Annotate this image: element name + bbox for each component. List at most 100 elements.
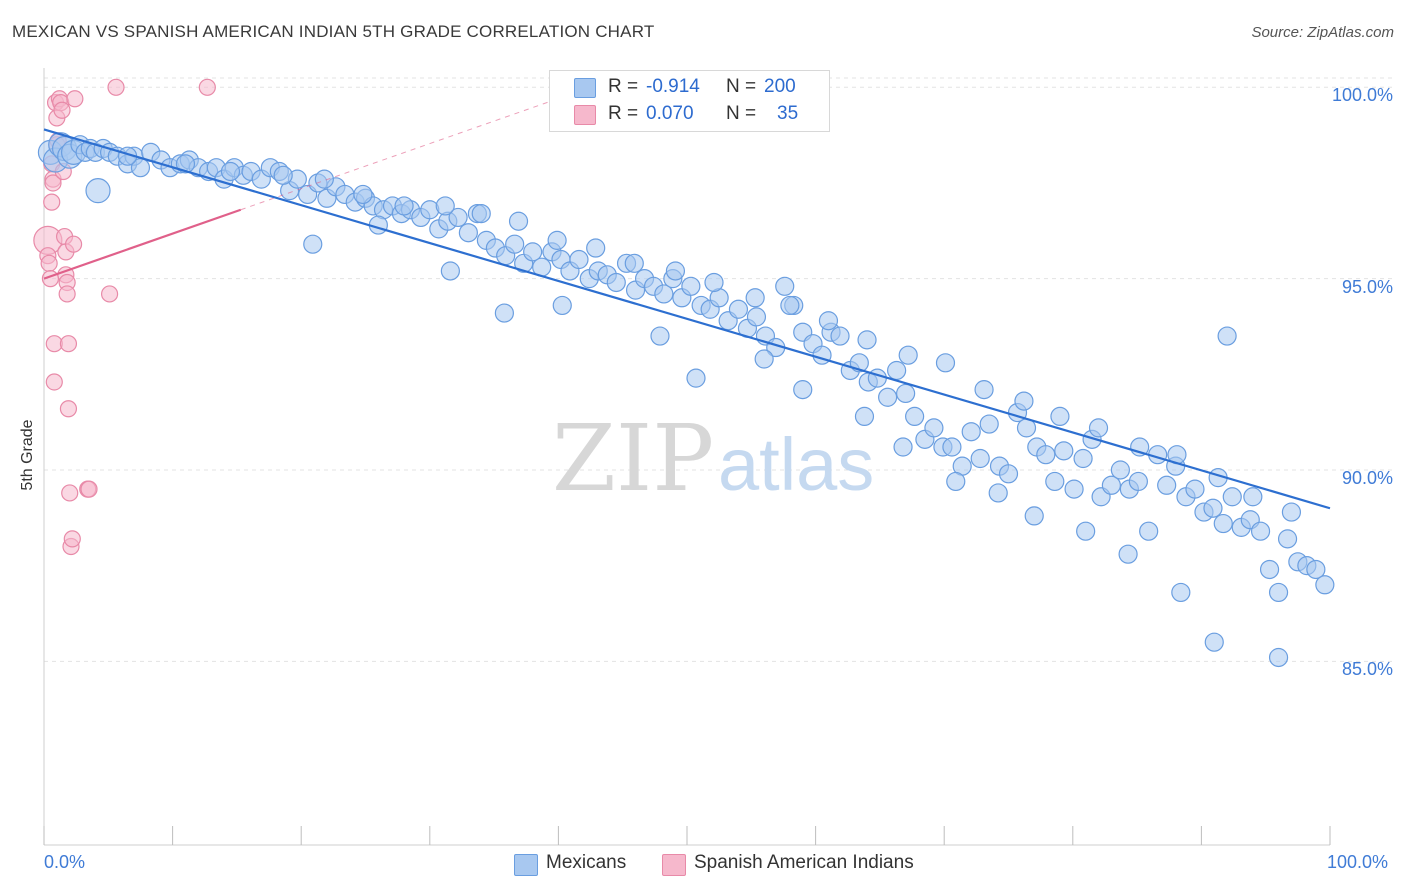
data-point xyxy=(1315,575,1335,595)
correlation-legend: R = -0.914 N = 200 R = 0.070 N = 35 xyxy=(549,70,830,132)
data-point xyxy=(1243,487,1263,507)
data-point xyxy=(1306,559,1326,580)
spanish-legend-swatch xyxy=(662,854,686,876)
axes xyxy=(43,68,1331,846)
data-point xyxy=(935,353,956,373)
data-point xyxy=(686,368,706,388)
data-point xyxy=(728,299,749,319)
data-point xyxy=(1268,582,1289,603)
y-tick-label: 85.0% xyxy=(1341,659,1393,680)
spanish-trend-extension xyxy=(240,98,559,211)
mexicans-legend-label: Mexicans xyxy=(546,852,627,873)
data-point xyxy=(979,414,999,434)
trend-lines xyxy=(43,98,1331,510)
data-point xyxy=(1222,487,1242,507)
data-point xyxy=(1064,479,1084,499)
data-point xyxy=(586,238,606,258)
data-point xyxy=(887,360,907,381)
data-point xyxy=(59,335,78,353)
data-point xyxy=(1139,521,1159,541)
y-tick-label: 100.0% xyxy=(1331,85,1393,106)
data-point xyxy=(552,295,572,316)
r-label: R = xyxy=(608,103,639,124)
data-point xyxy=(58,285,76,303)
data-point xyxy=(175,154,196,174)
data-point xyxy=(547,230,567,250)
data-point xyxy=(896,383,916,404)
data-point xyxy=(435,196,455,216)
data-point xyxy=(970,448,990,469)
data-point xyxy=(394,196,414,216)
data-point xyxy=(1281,502,1302,522)
data-point xyxy=(63,530,81,548)
data-point xyxy=(303,234,323,254)
data-point xyxy=(44,174,62,192)
data-point xyxy=(64,235,83,253)
data-point xyxy=(198,78,216,96)
data-point xyxy=(654,284,674,304)
data-point xyxy=(946,471,966,492)
spanish-legend-label: Spanish American Indians xyxy=(694,852,914,873)
data-point xyxy=(508,211,529,231)
data-point xyxy=(80,480,98,498)
mexicans-swatch xyxy=(574,78,596,98)
data-point xyxy=(704,272,724,293)
x-tick-label-max: 100.0% xyxy=(1327,852,1389,872)
data-point xyxy=(85,178,111,204)
data-point xyxy=(1036,445,1056,465)
data-point xyxy=(1217,326,1237,346)
spanish-swatch xyxy=(574,105,596,125)
data-point xyxy=(1203,498,1223,518)
data-point xyxy=(1073,448,1093,469)
data-point xyxy=(998,464,1019,484)
watermark: ZIP atlas xyxy=(552,405,874,512)
data-point xyxy=(61,484,79,502)
data-point xyxy=(1250,521,1271,541)
data-point xyxy=(1024,506,1044,526)
data-point xyxy=(1101,475,1121,495)
y-tick-label: 95.0% xyxy=(1341,276,1393,297)
data-point xyxy=(353,184,373,205)
data-point xyxy=(1045,471,1065,492)
data-point xyxy=(314,169,334,189)
data-point xyxy=(745,288,765,308)
data-point xyxy=(1213,513,1233,534)
data-point xyxy=(961,422,981,442)
data-point xyxy=(45,373,63,391)
data-point xyxy=(650,326,670,346)
n-value: 200 xyxy=(764,76,796,97)
data-point xyxy=(1088,418,1109,438)
data-point xyxy=(1268,647,1289,668)
data-point xyxy=(878,387,898,407)
data-point xyxy=(471,203,491,224)
source-credit: Source: ZipAtlas.com xyxy=(1251,24,1394,41)
data-point xyxy=(1171,582,1191,603)
data-point xyxy=(606,272,626,293)
data-point xyxy=(273,165,293,185)
watermark-atlas: atlas xyxy=(718,423,874,506)
n-label: N = xyxy=(726,103,757,124)
n-label: N = xyxy=(726,76,757,97)
data-point xyxy=(905,406,925,427)
data-point xyxy=(924,418,944,438)
data-point xyxy=(458,223,478,243)
data-point xyxy=(448,207,468,228)
y-tick-label: 90.0% xyxy=(1341,467,1393,488)
data-point xyxy=(220,161,241,182)
data-point xyxy=(754,349,774,369)
data-point xyxy=(53,101,71,119)
data-point xyxy=(59,400,78,418)
data-point xyxy=(43,193,61,211)
data-point xyxy=(1076,521,1096,541)
data-point xyxy=(988,483,1008,503)
data-point xyxy=(1050,406,1070,427)
data-point xyxy=(942,437,962,457)
data-point xyxy=(898,345,918,365)
data-point xyxy=(1118,544,1138,564)
data-point xyxy=(1259,559,1280,580)
data-point xyxy=(857,330,877,350)
data-point xyxy=(793,380,813,400)
data-point xyxy=(1110,460,1130,480)
data-point xyxy=(494,303,514,323)
